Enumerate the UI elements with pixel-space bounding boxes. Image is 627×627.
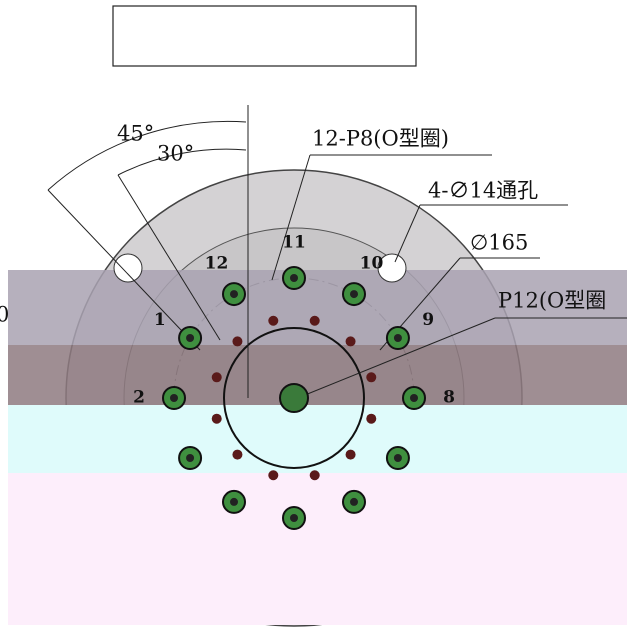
hole-number: 11 (282, 233, 306, 253)
hole-number: 1 (154, 310, 166, 330)
small-hole (366, 413, 377, 424)
seal-hole-core (230, 290, 238, 299)
seal-hole-core (186, 454, 195, 462)
callout: 12-P8(O型圈) (312, 127, 449, 151)
seal-hole-core (393, 454, 402, 462)
leader (394, 204, 421, 263)
hole-number: 10 (360, 253, 384, 273)
small-hole (345, 336, 356, 347)
small-hole (211, 372, 222, 383)
small-hole (268, 315, 279, 326)
angle-label: 30° (157, 142, 194, 166)
hole-number: 2 (133, 388, 145, 408)
seal-hole-core (410, 394, 418, 402)
seal-hole-core (350, 290, 358, 299)
leader (271, 154, 311, 281)
through-hole (113, 253, 143, 283)
center-seal (279, 383, 309, 413)
small-hole (232, 449, 243, 460)
callout: 4-∅14通孔 (428, 179, 538, 203)
hole-number: 8 (443, 388, 455, 408)
small-hole (366, 372, 377, 383)
seal-hole-core (290, 514, 298, 522)
seal-hole-core (290, 274, 298, 282)
hole-number: 12 (205, 253, 229, 273)
angle-arc (117, 148, 247, 176)
angle-arc (47, 120, 247, 191)
callout: 0 (0, 303, 9, 327)
hole-number: 9 (422, 310, 434, 330)
angle-label: 45° (117, 122, 154, 146)
small-hole (211, 413, 222, 424)
glitch-band (8, 345, 627, 405)
callout: ∅165 (470, 231, 528, 255)
through-hole (377, 253, 407, 283)
glitch-band (8, 473, 627, 625)
seal-hole-core (350, 497, 358, 506)
dim-line (117, 174, 221, 341)
title-box (112, 5, 417, 67)
seal-hole-core (230, 497, 238, 506)
callout: P12(O型圈 (498, 289, 606, 313)
bore (223, 327, 365, 469)
glitch-band (8, 405, 627, 473)
dim-line (47, 189, 201, 351)
small-hole (309, 315, 320, 326)
small-hole (309, 470, 320, 481)
small-hole (345, 449, 356, 460)
small-hole (268, 470, 279, 481)
seal-hole-core (393, 334, 402, 342)
seal-hole-core (186, 334, 195, 342)
small-hole (232, 336, 243, 347)
leader (304, 317, 496, 396)
seal-hole-core (170, 394, 178, 402)
